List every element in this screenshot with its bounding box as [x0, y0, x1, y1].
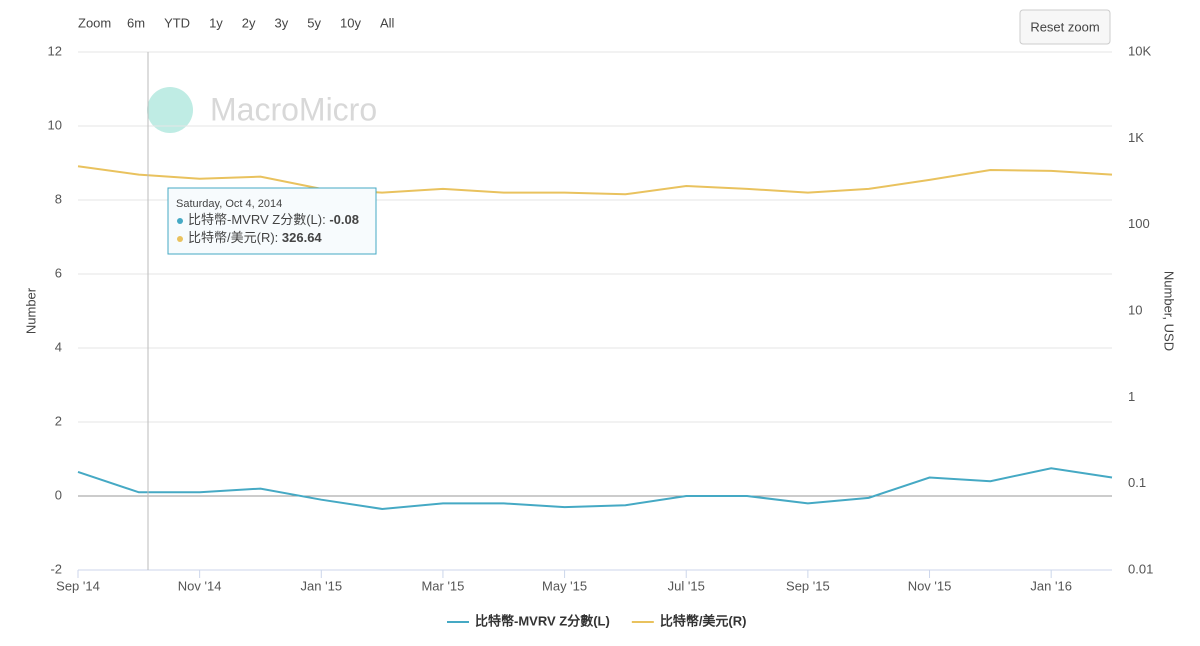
x-tick-label: Sep '14 — [56, 578, 100, 593]
x-tick-label: Sep '15 — [786, 578, 830, 593]
series-line — [77, 165, 1113, 196]
y-tick-label: 4 — [55, 339, 62, 354]
y2-tick-label: 1 — [1128, 389, 1135, 404]
y2-axis-title: Number, USD — [1162, 271, 1177, 351]
watermark: MacroMicro — [210, 91, 377, 127]
x-tick-label: May '15 — [542, 578, 587, 593]
x-tick-label: Jan '16 — [1030, 578, 1072, 593]
legend-label[interactable]: 比特幣-MVRV Z分數(L) — [475, 613, 610, 628]
range-button[interactable]: 6m — [127, 15, 145, 30]
reset-zoom-button[interactable] — [1019, 9, 1111, 45]
tooltip-row-value: 326.64 — [282, 230, 323, 245]
y-axis-title: Number — [23, 287, 38, 334]
x-tick-label: Mar '15 — [421, 578, 464, 593]
zoom-label: Zoom — [78, 15, 111, 30]
legend-label[interactable]: 比特幣/美元(R) — [660, 613, 747, 628]
tooltip: Saturday, Oct 4, 2014 比特幣-MVRV Z分數(L): -… — [167, 187, 377, 255]
series-line — [77, 467, 1113, 510]
y2-tick-label: 0.1 — [1128, 475, 1146, 490]
range-button[interactable]: 10y — [340, 15, 361, 30]
y2-tick-label: 10 — [1128, 302, 1142, 317]
tooltip-label: 比特幣-MVRV Z分數(L): -0.08 — [188, 212, 359, 227]
range-button[interactable]: 1y — [209, 15, 223, 30]
range-button[interactable]: 2y — [242, 15, 256, 30]
x-tick-label: Jan '15 — [301, 578, 343, 593]
range-button[interactable]: 3y — [275, 15, 289, 30]
y2-tick-label: 1K — [1128, 130, 1144, 145]
toolbar: Zoom 6m YTD 1y 2y 3y 5y 10y All — [78, 15, 395, 30]
tooltip-row-value: -0.08 — [329, 212, 359, 227]
reset-zoom-label[interactable]: Reset zoom — [1030, 19, 1099, 34]
range-button[interactable]: 5y — [307, 15, 321, 30]
x-tick-label: Jul '15 — [668, 578, 705, 593]
tooltip-label: 比特幣/美元(R): 326.64 — [188, 230, 322, 245]
y-tick-label: 2 — [55, 413, 62, 428]
y-tick-label: 0 — [55, 487, 62, 502]
y2-tick-label: 0.01 — [1128, 561, 1153, 576]
y2-tick-label: 10K — [1128, 43, 1151, 58]
x-tick-label: Nov '14 — [178, 578, 222, 593]
tooltip-row-label: 比特幣-MVRV Z分數(L): — [188, 212, 329, 227]
tooltip-date: Saturday, Oct 4, 2014 — [176, 198, 282, 210]
watermark-logo — [147, 87, 193, 133]
y-tick-label: 6 — [55, 265, 62, 280]
y-tick-label: 8 — [55, 191, 62, 206]
tooltip-row-label: 比特幣/美元(R): — [188, 230, 282, 245]
y-tick-label: -2 — [50, 561, 62, 576]
y2-tick-label: 100 — [1128, 216, 1150, 231]
tooltip-box — [167, 187, 377, 255]
y-tick-label: 12 — [48, 43, 62, 58]
y-tick-label: 10 — [48, 117, 62, 132]
x-tick-label: Nov '15 — [908, 578, 952, 593]
range-button[interactable]: YTD — [164, 15, 190, 30]
tooltip-marker — [177, 236, 183, 242]
range-button[interactable]: All — [380, 15, 395, 30]
tooltip-marker — [177, 218, 183, 224]
